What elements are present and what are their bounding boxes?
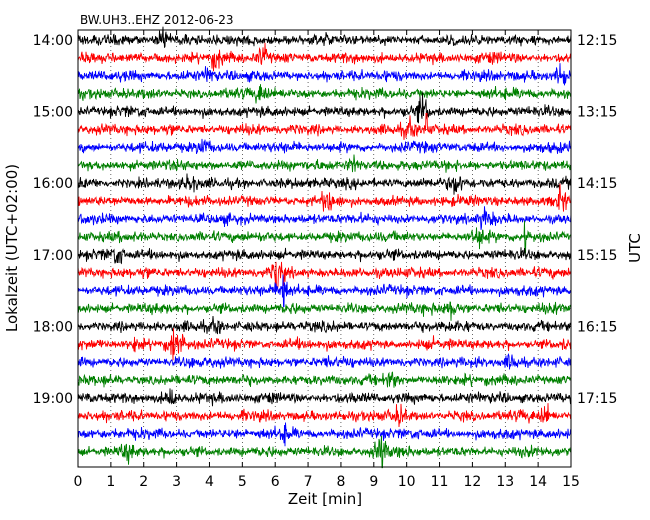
x-tick-label: 7 (304, 474, 313, 490)
utc-time-label: 17:15 (577, 391, 617, 407)
seismic-trace (77, 206, 572, 230)
local-time-label: 15:00 (33, 105, 73, 121)
x-tick-label: 11 (431, 474, 449, 490)
seismic-trace (77, 173, 572, 195)
x-tick-label: 5 (238, 474, 247, 490)
seismic-trace (77, 403, 572, 428)
seismic-trace (77, 435, 572, 469)
x-tick-label: 1 (106, 474, 115, 490)
utc-time-label: 15:15 (577, 248, 617, 264)
seismic-trace (77, 247, 572, 265)
local-time-label: 17:00 (33, 248, 73, 264)
x-tick-label: 9 (369, 474, 378, 490)
utc-time-label: 12:15 (577, 33, 617, 49)
local-time-label: 14:00 (33, 33, 73, 49)
seismic-trace (77, 261, 572, 290)
x-tick-label: 14 (529, 474, 547, 490)
seismic-trace (77, 113, 572, 140)
seismic-trace (77, 371, 572, 388)
seismic-trace (77, 92, 572, 124)
x-tick-label: 0 (74, 474, 83, 490)
seismic-trace (77, 274, 572, 308)
utc-time-label: 13:15 (577, 105, 617, 121)
x-axis-label: Zeit [min] (288, 490, 362, 508)
utc-labels: 12:15 13:15 14:15 15:15 16:15 17:15 (566, 33, 617, 407)
seismic-trace (77, 183, 572, 212)
x-tick-label: 13 (496, 474, 514, 490)
x-tick-label: 2 (139, 474, 148, 490)
chart-title: BW.UH3..EHZ 2012-06-23 (80, 13, 234, 27)
x-tick-label: 10 (398, 474, 416, 490)
seismic-trace (77, 138, 572, 155)
local-time-label: 16:00 (33, 176, 73, 192)
seismic-trace (77, 26, 572, 48)
plot-frame (77, 29, 572, 468)
seismic-trace (77, 154, 572, 173)
x-tick-label: 15 (562, 474, 580, 490)
x-tick-label: 4 (205, 474, 214, 490)
seismic-trace (77, 328, 572, 361)
local-time-label: 19:00 (33, 391, 73, 407)
left-axis-label: Lokalzeit (UTC+02:00) (3, 164, 21, 332)
local-time-label: 18:00 (33, 319, 73, 335)
x-tick-label: 3 (172, 474, 181, 490)
seismic-trace (77, 422, 572, 447)
right-axis-label: UTC (626, 233, 644, 263)
seismic-trace (77, 84, 572, 104)
local-time-labels: 14:00 15:00 16:00 17:00 18:00 19:00 (33, 33, 83, 407)
seismic-traces (77, 26, 572, 469)
x-tick-label: 6 (271, 474, 280, 490)
utc-time-label: 16:15 (577, 319, 617, 335)
seismic-trace (77, 63, 572, 86)
seismic-trace (77, 315, 572, 335)
seismic-trace (77, 352, 572, 370)
utc-time-label: 14:15 (577, 176, 617, 192)
x-tick-label: 12 (463, 474, 481, 490)
seismic-trace (77, 42, 572, 72)
seismic-trace (77, 388, 572, 407)
seismic-trace (77, 220, 572, 254)
x-tick-label: 8 (336, 474, 345, 490)
seismic-trace (77, 301, 572, 321)
x-axis-ticks: 0 1 2 3 4 5 6 7 8 9 10 11 12 13 14 15 (74, 30, 580, 490)
